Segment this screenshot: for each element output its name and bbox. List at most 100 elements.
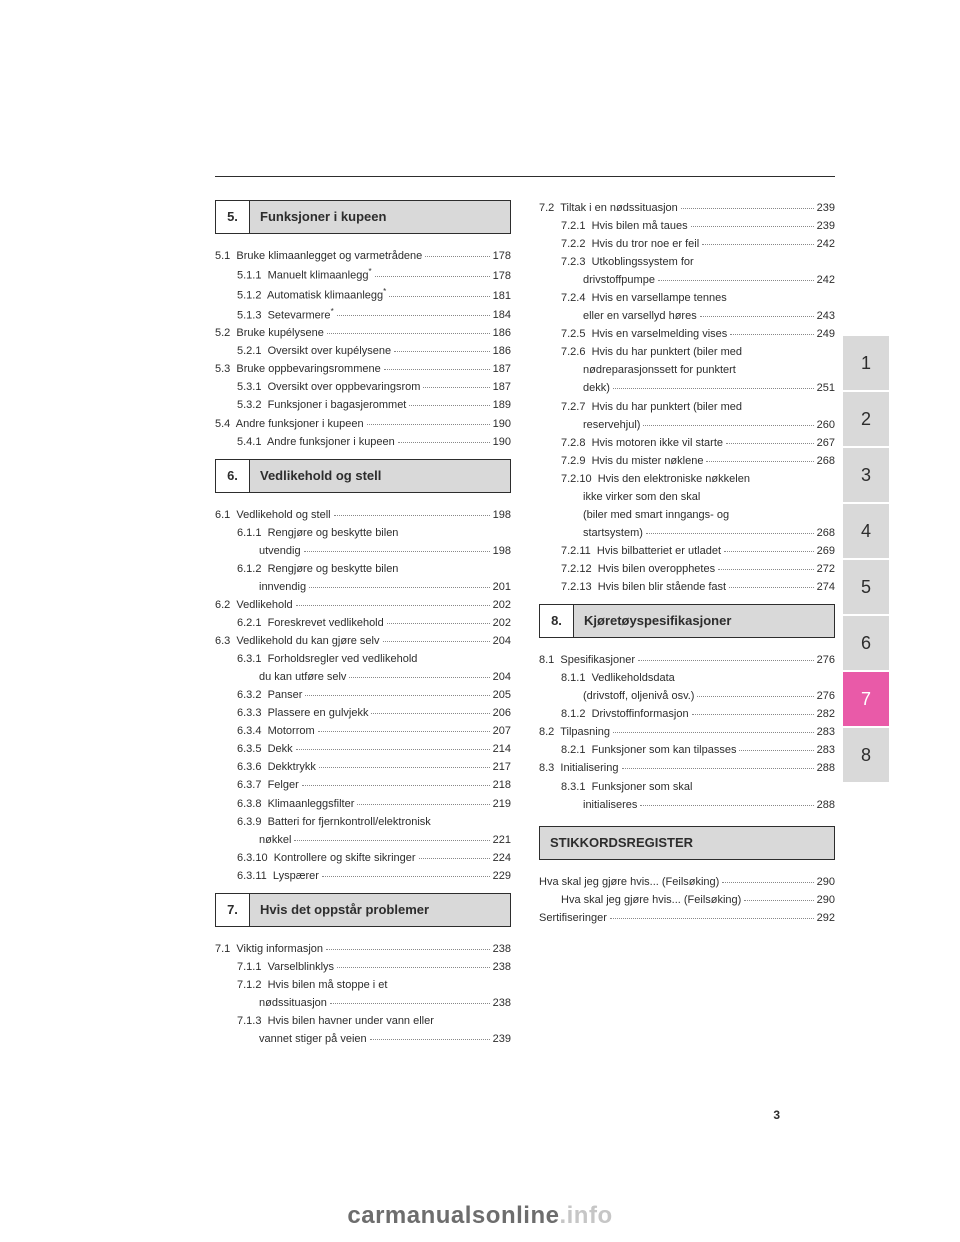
toc-dots xyxy=(613,732,814,733)
toc-row-cont: innvendig201 xyxy=(215,579,511,596)
toc-row: 7.2.1 Hvis bilen må taues239 xyxy=(539,218,835,235)
toc-page: 204 xyxy=(493,669,511,686)
toc-label: innvendig xyxy=(259,579,306,596)
toc-dots xyxy=(394,351,490,352)
toc-label: 6.3.3 Plassere en gulvjekk xyxy=(237,705,368,722)
toc-row-cont: ikke virker som den skal xyxy=(539,489,835,506)
toc-row: 5.2.1 Oversikt over kupélysene186 xyxy=(215,343,511,360)
footer-url: carmanualsonline.info xyxy=(0,1202,960,1230)
toc-dots xyxy=(357,804,489,805)
toc-label: 7.2.8 Hvis motoren ikke vil starte xyxy=(561,435,723,452)
toc-row: 7.2.6 Hvis du har punktert (biler med xyxy=(539,344,835,361)
toc-page: 187 xyxy=(493,361,511,378)
toc-dots xyxy=(622,768,814,769)
chapter-tab-8[interactable]: 8 xyxy=(843,728,889,782)
toc-dots xyxy=(294,840,489,841)
toc-dots xyxy=(646,533,814,534)
toc-dots xyxy=(744,900,813,901)
toc-row-cont: (drivstoff, oljenivå osv.)276 xyxy=(539,688,835,705)
toc-dots xyxy=(327,333,490,334)
toc-label: 6.3.6 Dekktrykk xyxy=(237,759,316,776)
chapter-tab-7[interactable]: 7 xyxy=(843,672,889,726)
toc-page: 267 xyxy=(817,435,835,452)
toc-page: 198 xyxy=(493,543,511,560)
toc-dots xyxy=(387,623,490,624)
toc-label: 5.2.1 Oversikt over kupélysene xyxy=(237,343,391,360)
toc-page: 276 xyxy=(817,688,835,705)
toc-page: 239 xyxy=(817,218,835,235)
toc-page: 190 xyxy=(493,416,511,433)
toc-row: 6.2.1 Foreskrevet vedlikehold202 xyxy=(215,615,511,632)
toc-dots xyxy=(383,641,490,642)
toc-dots xyxy=(370,1039,490,1040)
toc-page: 242 xyxy=(817,236,835,253)
toc-row-cont: (biler med smart inngangs- og xyxy=(539,507,835,524)
toc-page: 272 xyxy=(817,561,835,578)
toc-row: 6.3.11 Lyspærer229 xyxy=(215,868,511,885)
toc-page: 276 xyxy=(817,652,835,669)
toc-row: 6.3.5 Dekk214 xyxy=(215,741,511,758)
section-head: 7.Hvis det oppstår problemer xyxy=(215,893,511,927)
toc-row: 6.3.6 Dekktrykk 217 xyxy=(215,759,511,776)
toc-dots xyxy=(730,334,813,335)
toc-label: nøkkel xyxy=(259,832,291,849)
toc-label: 6.3 Vedlikehold du kan gjøre selv xyxy=(215,633,380,650)
chapter-tab-1[interactable]: 1 xyxy=(843,336,889,390)
chapter-tab-5[interactable]: 5 xyxy=(843,560,889,614)
toc-label: 6.2.1 Foreskrevet vedlikehold xyxy=(237,615,384,632)
toc-page: 224 xyxy=(493,850,511,867)
section-head: 8.Kjøretøyspesifikasjoner xyxy=(539,604,835,638)
toc-page: 290 xyxy=(817,892,835,909)
toc-page: 217 xyxy=(493,759,511,776)
toc-label: 6.1.1 Rengjøre og beskytte bilen xyxy=(237,525,398,542)
toc-row: 6.2 Vedlikehold202 xyxy=(215,597,511,614)
section-number: 8. xyxy=(540,605,574,637)
toc-page: 268 xyxy=(817,453,835,470)
toc-row: 6.3.2 Panser205 xyxy=(215,687,511,704)
toc-dots xyxy=(640,805,813,806)
toc-row: 7.2.10 Hvis den elektroniske nøkkelen xyxy=(539,471,835,488)
toc-label: 5.1.1 Manuelt klimaanlegg* xyxy=(237,266,372,285)
chapter-tab-2[interactable]: 2 xyxy=(843,392,889,446)
toc-dots xyxy=(305,695,489,696)
toc-page: 268 xyxy=(817,525,835,542)
toc-label: 6.3.8 Klimaanleggsfilter xyxy=(237,796,354,813)
toc-row: 7.2.2 Hvis du tror noe er feil242 xyxy=(539,236,835,253)
toc-page: 249 xyxy=(817,326,835,343)
toc-row: 7.2.8 Hvis motoren ikke vil starte 267 xyxy=(539,435,835,452)
toc-row-cont: eller en varsellyd høres243 xyxy=(539,308,835,325)
toc-label: 6.3.1 Forholdsregler ved vedlikehold xyxy=(237,651,417,668)
toc-label: 7.2.10 Hvis den elektroniske nøkkelen xyxy=(561,471,750,488)
toc-dots xyxy=(309,587,490,588)
toc-dots xyxy=(724,551,814,552)
chapter-tab-3[interactable]: 3 xyxy=(843,448,889,502)
toc-row: 8.2.1 Funksjoner som kan tilpasses283 xyxy=(539,742,835,759)
toc-row: Hva skal jeg gjøre hvis... (Feilsøking) 2… xyxy=(539,892,835,909)
toc-label: 8.1 Spesifikasjoner xyxy=(539,652,635,669)
toc-dots xyxy=(638,660,814,661)
toc-row: 7.2.3 Utkoblingssystem for xyxy=(539,254,835,271)
toc-label: nødreparasjonssett for punktert xyxy=(583,362,736,379)
toc-dots xyxy=(296,749,490,750)
toc-dots xyxy=(425,256,489,257)
toc-row: 7.2.9 Hvis du mister nøklene268 xyxy=(539,453,835,470)
toc-dots xyxy=(375,276,490,277)
toc-page: 292 xyxy=(817,910,835,927)
toc-page: 239 xyxy=(493,1031,511,1048)
toc-dots xyxy=(706,461,813,462)
toc-label: 6.3.10 Kontrollere og skifte sikringer xyxy=(237,850,416,867)
toc-row: 5.1.3 Setevarmere*184 xyxy=(215,306,511,325)
toc-row: 7.1 Viktig informasjon238 xyxy=(215,941,511,958)
toc-page: 283 xyxy=(817,724,835,741)
toc-row: 6.3.3 Plassere en gulvjekk206 xyxy=(215,705,511,722)
toc-label: Hva skal jeg gjøre hvis... (Feilsøking) xyxy=(561,892,741,909)
toc-label: utvendig xyxy=(259,543,301,560)
chapter-tab-6[interactable]: 6 xyxy=(843,616,889,670)
chapter-tab-4[interactable]: 4 xyxy=(843,504,889,558)
toc-page: 202 xyxy=(493,597,511,614)
toc-page: 243 xyxy=(817,308,835,325)
toc-label: 8.1.2 Drivstoffinformasjon xyxy=(561,706,689,723)
toc-label: (biler med smart inngangs- og xyxy=(583,507,729,524)
section-number: 5. xyxy=(216,201,250,233)
toc-page: 190 xyxy=(493,434,511,451)
